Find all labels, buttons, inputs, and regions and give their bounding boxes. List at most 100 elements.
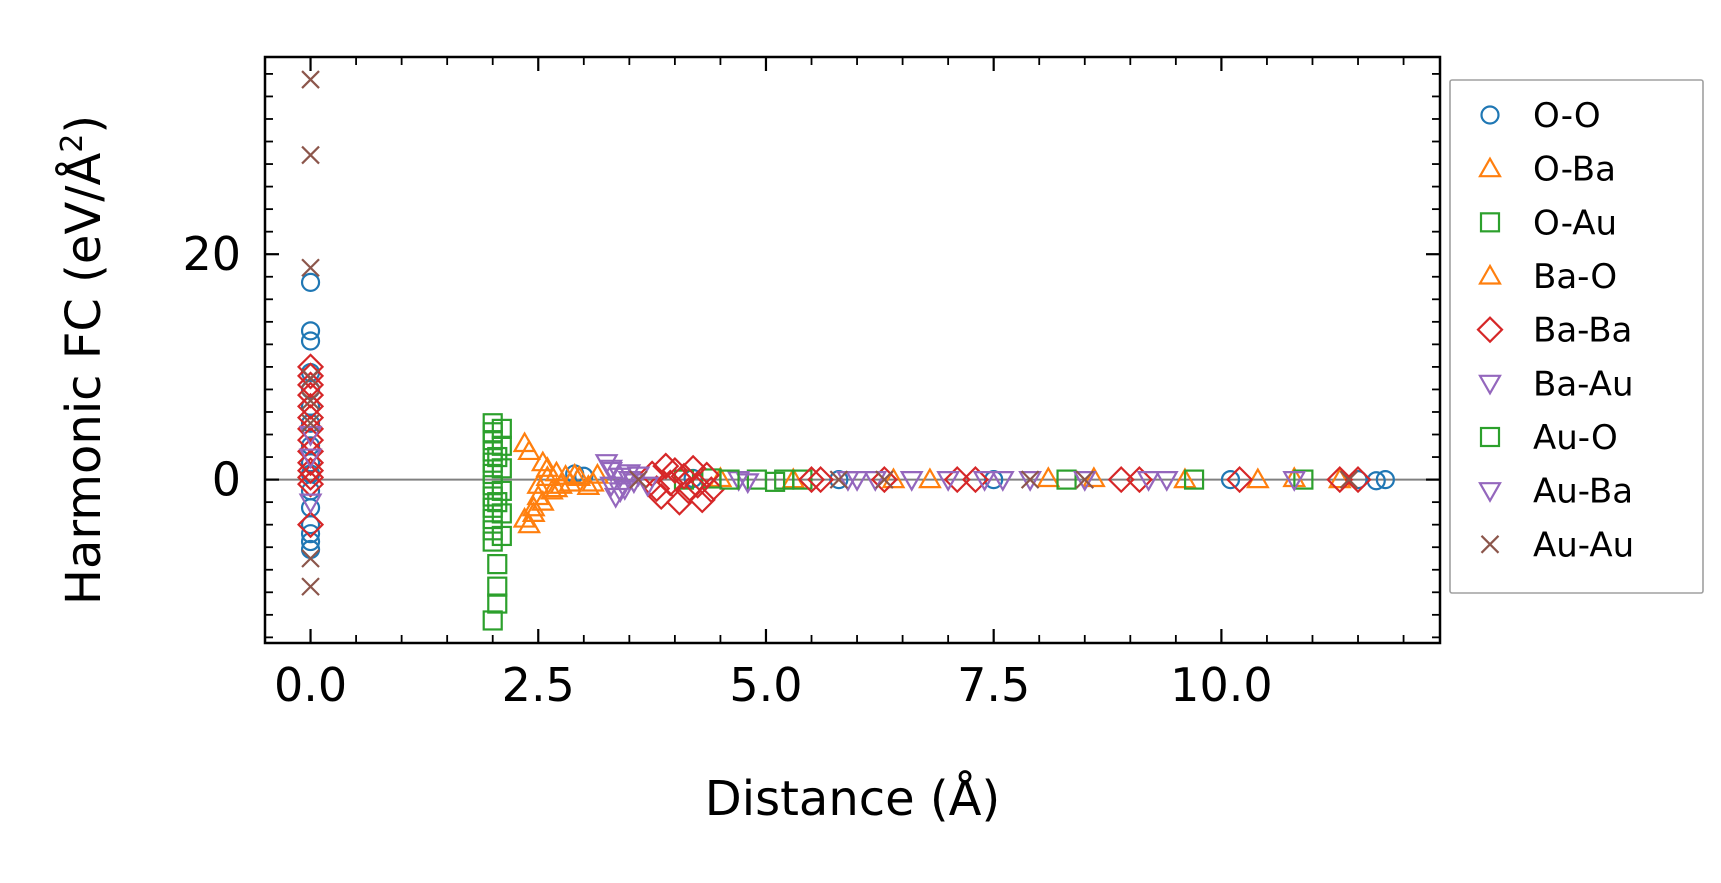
data-point	[1375, 469, 1395, 490]
y-axis-label-superscript: 2	[55, 134, 90, 153]
legend-entry: Ba-O	[1478, 257, 1617, 297]
data-point	[300, 272, 321, 292]
data-point	[491, 458, 512, 479]
marker-stroke	[301, 368, 320, 388]
data-point	[301, 413, 320, 433]
legend-entry: Ba-Ba	[1476, 311, 1632, 351]
legend-marker	[1476, 316, 1504, 344]
legend: O-O O-Ba O-Au Ba-O Ba-Ba Ba-Au Au-O Au-Ba Au-Au	[1449, 79, 1704, 594]
data-point	[870, 466, 898, 494]
legend-entry: O-Ba	[1478, 150, 1616, 190]
legend-label: Au-O	[1533, 418, 1618, 458]
data-point	[1344, 466, 1372, 494]
data-point	[300, 331, 321, 351]
data-point	[512, 506, 537, 528]
data-point	[487, 554, 508, 575]
data-point	[603, 487, 628, 509]
data-point	[1075, 470, 1095, 489]
data-point	[599, 461, 624, 483]
data-point	[540, 478, 564, 500]
marker-stroke	[1339, 470, 1359, 489]
data-point	[301, 70, 320, 89]
series-ba-ba	[296, 353, 1372, 539]
legend-entry: O-Au	[1479, 203, 1617, 243]
data-point	[693, 461, 721, 489]
data-point	[491, 503, 512, 524]
data-point	[567, 465, 592, 486]
legend-marker	[1479, 426, 1501, 448]
legend-box	[1449, 79, 1704, 594]
data-point	[487, 492, 508, 513]
data-point	[296, 437, 325, 465]
legend-label: Ba-Ba	[1533, 311, 1632, 351]
data-point	[517, 512, 542, 534]
data-point	[296, 371, 325, 399]
data-point	[679, 454, 707, 482]
data-point	[535, 456, 560, 477]
data-point	[1020, 470, 1040, 489]
data-point	[626, 466, 651, 488]
y-axis-label: Harmonic FC (eV/Å2)	[55, 115, 112, 605]
data-point	[530, 450, 555, 472]
data-point	[918, 467, 942, 489]
x-tick-label: 7.5	[957, 658, 1030, 712]
x-tick-label: 5.0	[729, 658, 802, 712]
data-point	[1220, 469, 1241, 490]
data-point	[296, 449, 325, 477]
marker-stroke	[629, 470, 648, 489]
marker-stroke	[301, 391, 320, 410]
data-point	[617, 470, 642, 492]
data-point	[521, 501, 546, 523]
data-point	[296, 457, 325, 485]
data-point	[581, 470, 605, 492]
marker-stroke	[301, 577, 320, 596]
legend-marker	[1478, 482, 1502, 503]
data-point	[1327, 467, 1352, 489]
marker-stroke	[1480, 535, 1500, 554]
data-point	[1072, 470, 1097, 492]
data-point	[482, 610, 503, 631]
data-point	[863, 470, 888, 492]
data-point	[1107, 466, 1135, 494]
legend-entry: Au-Au	[1480, 525, 1634, 565]
data-point	[972, 470, 997, 492]
data-point	[990, 470, 1015, 492]
y-axis-label-close: )	[56, 115, 112, 134]
data-point	[487, 446, 508, 468]
data-point	[300, 413, 321, 433]
marker-stroke	[829, 470, 849, 489]
legend-entry: O-O	[1480, 96, 1601, 136]
data-point	[491, 525, 512, 547]
data-point	[635, 476, 660, 498]
series-ba-au	[298, 425, 1307, 515]
data-point	[1293, 469, 1314, 490]
data-point	[719, 469, 740, 490]
data-point	[608, 482, 633, 504]
legend-marker	[1478, 156, 1502, 178]
data-point	[296, 362, 325, 390]
marker-stroke	[301, 549, 320, 568]
legend-marker	[1478, 263, 1502, 285]
legend-label: O-O	[1533, 96, 1601, 136]
legend-entry: Ba-Au	[1478, 364, 1634, 404]
data-point	[735, 473, 760, 495]
data-point	[1282, 470, 1307, 492]
legend-label: O-Ba	[1533, 150, 1616, 190]
legend-label: Au-Au	[1533, 525, 1634, 565]
data-point	[807, 466, 835, 494]
y-tick-label: 0	[212, 453, 241, 507]
legend-marker	[1480, 105, 1500, 125]
data-point	[943, 466, 971, 494]
data-point	[1081, 466, 1106, 488]
marker-stroke	[301, 258, 320, 278]
marker-stroke	[301, 145, 320, 165]
data-point	[881, 467, 906, 489]
x-tick-label: 10.0	[1170, 658, 1272, 712]
x-tick-label: 0.0	[274, 658, 347, 712]
data-point	[491, 480, 512, 501]
series-au-o	[487, 446, 795, 513]
legend-marker	[1478, 374, 1502, 396]
marker-stroke	[1020, 470, 1040, 489]
plot-frame	[263, 55, 1442, 645]
